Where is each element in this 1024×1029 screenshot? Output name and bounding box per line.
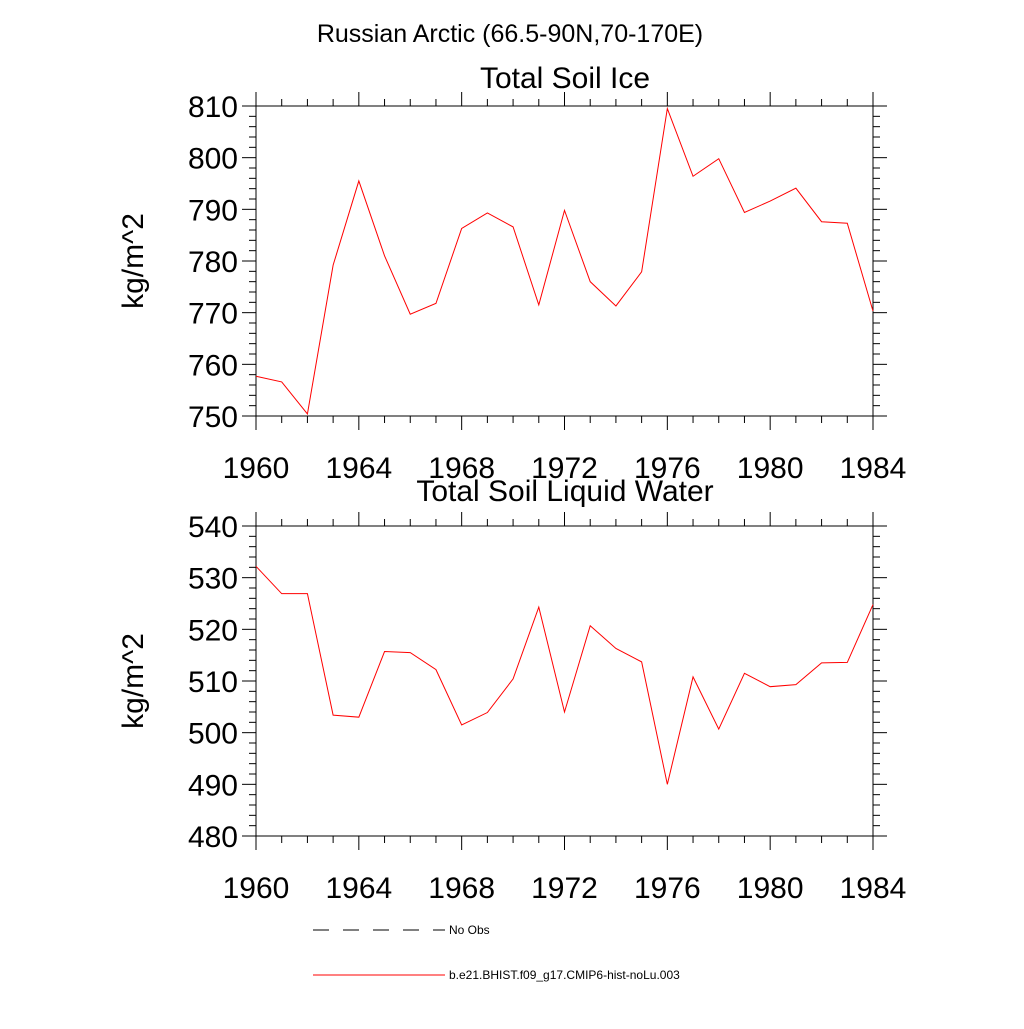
y-tick-label: 810 <box>188 91 238 124</box>
y-tick-label: 520 <box>188 614 238 647</box>
legend-label-model: b.e21.BHIST.f09_g17.CMIP6-hist-noLu.003 <box>449 968 680 982</box>
x-tick-label: 1960 <box>223 452 290 485</box>
chart-total-soil-liquid-water: Total Soil Liquid Water kg/m^2 480 490 500… <box>117 475 906 905</box>
series-line <box>255 565 874 785</box>
y-tick-label: 500 <box>188 718 238 751</box>
y-tick-label: 750 <box>188 401 238 434</box>
legend-label-no-obs: No Obs <box>449 923 490 937</box>
plot-frame <box>255 105 874 417</box>
plot-frame <box>255 525 874 837</box>
y-tick-label: 510 <box>188 666 238 699</box>
y-axis-label: kg/m^2 <box>117 213 150 309</box>
x-tick-label: 1976 <box>634 872 701 905</box>
x-tick-label: 1984 <box>840 452 907 485</box>
y-tick-label: 490 <box>188 769 238 802</box>
legend: No Obs b.e21.BHIST.f09_g17.CMIP6-hist-no… <box>313 923 680 982</box>
x-tick-label: 1960 <box>223 872 290 905</box>
x-tick-label: 1968 <box>428 872 495 905</box>
x-tick-label: 1972 <box>531 872 598 905</box>
y-tick-label: 770 <box>188 298 238 331</box>
chart-title: Total Soil Liquid Water <box>416 475 713 508</box>
y-axis-label: kg/m^2 <box>117 633 150 729</box>
x-tick-label: 1972 <box>531 452 598 485</box>
y-tick-label: 790 <box>188 194 238 227</box>
x-tick-label: 1964 <box>325 452 392 485</box>
x-tick-label: 1968 <box>428 452 495 485</box>
chart-title: Total Soil Ice <box>480 62 650 95</box>
y-tick-label: 480 <box>188 821 238 854</box>
series-line <box>255 106 874 416</box>
y-tick-label: 800 <box>188 143 238 176</box>
y-tick-label: 760 <box>188 349 238 382</box>
x-tick-label: 1964 <box>325 872 392 905</box>
x-tick-label: 1984 <box>840 872 907 905</box>
x-tick-label: 1980 <box>737 452 804 485</box>
chart-total-soil-ice: Total Soil Ice kg/m^2 750 760 770 780 790 800… <box>117 62 906 485</box>
y-tick-label: 540 <box>188 511 238 544</box>
x-tick-label: 1976 <box>634 452 701 485</box>
y-tick-label: 530 <box>188 563 238 596</box>
x-tick-label: 1980 <box>737 872 804 905</box>
figure-title: Russian Arctic (66.5-90N,70-170E) <box>317 20 703 48</box>
y-tick-label: 780 <box>188 246 238 279</box>
